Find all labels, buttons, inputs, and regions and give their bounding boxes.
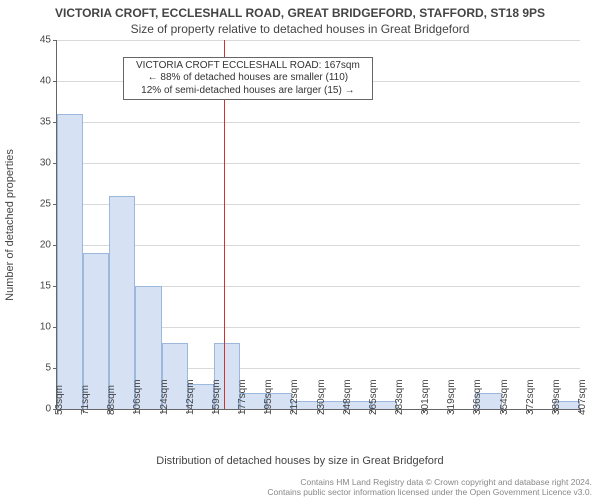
xtick-label: 177sqm [237,379,248,415]
xtick-label: 301sqm [420,379,431,415]
annotation-box: VICTORIA CROFT ECCLESHALL ROAD: 167sqm← … [123,57,373,101]
footer-line-2: Contains public sector information licen… [267,487,592,497]
gridline [57,245,580,246]
chart-subtitle: Size of property relative to detached ho… [0,22,600,36]
annotation-line: ← 88% of detached houses are smaller (11… [128,72,368,85]
xtick-label: 372sqm [525,379,536,415]
y-axis-label: Number of detached properties [4,149,16,301]
ytick-label: 5 [45,363,51,374]
ytick-label: 45 [40,35,51,46]
xtick-label: 195sqm [263,379,274,415]
footer-text: Contains HM Land Registry data © Crown c… [267,477,592,497]
xtick-label: 283sqm [394,379,405,415]
annotation-line: 12% of semi-detached houses are larger (… [128,85,368,98]
xtick-label: 159sqm [211,379,222,415]
ytick-label: 10 [40,322,51,333]
xtick-label: 71sqm [80,385,91,415]
xtick-label: 336sqm [472,379,483,415]
ytick-label: 30 [40,158,51,169]
xtick-label: 248sqm [342,379,353,415]
ytick-label: 20 [40,240,51,251]
xtick-label: 389sqm [551,379,562,415]
chart-title: VICTORIA CROFT, ECCLESHALL ROAD, GREAT B… [0,6,600,20]
xtick-label: 230sqm [316,379,327,415]
gridline [57,204,580,205]
annotation-line: VICTORIA CROFT ECCLESHALL ROAD: 167sqm [128,60,368,73]
xtick-label: 265sqm [368,379,379,415]
ytick-label: 40 [40,76,51,87]
ytick-mark [53,81,57,82]
xtick-label: 106sqm [132,379,143,415]
ytick-label: 0 [45,404,51,415]
x-axis-label: Distribution of detached houses by size … [0,455,600,467]
histogram-bar [57,114,83,409]
plot-area: 05101520253035404553sqm71sqm88sqm106sqm1… [56,40,580,410]
xtick-label: 88sqm [106,385,117,415]
xtick-label: 212sqm [289,379,300,415]
gridline [57,163,580,164]
gridline [57,40,580,41]
xtick-label: 354sqm [499,379,510,415]
histogram-bar [109,196,135,409]
ytick-label: 15 [40,281,51,292]
ytick-mark [53,40,57,41]
ytick-label: 35 [40,117,51,128]
xtick-label: 53sqm [54,385,65,415]
xtick-label: 142sqm [185,379,196,415]
xtick-label: 407sqm [577,379,588,415]
ytick-label: 25 [40,199,51,210]
xtick-label: 124sqm [159,379,170,415]
footer-line-1: Contains HM Land Registry data © Crown c… [267,477,592,487]
chart-container: VICTORIA CROFT, ECCLESHALL ROAD, GREAT B… [0,0,600,500]
gridline [57,122,580,123]
xtick-label: 319sqm [446,379,457,415]
